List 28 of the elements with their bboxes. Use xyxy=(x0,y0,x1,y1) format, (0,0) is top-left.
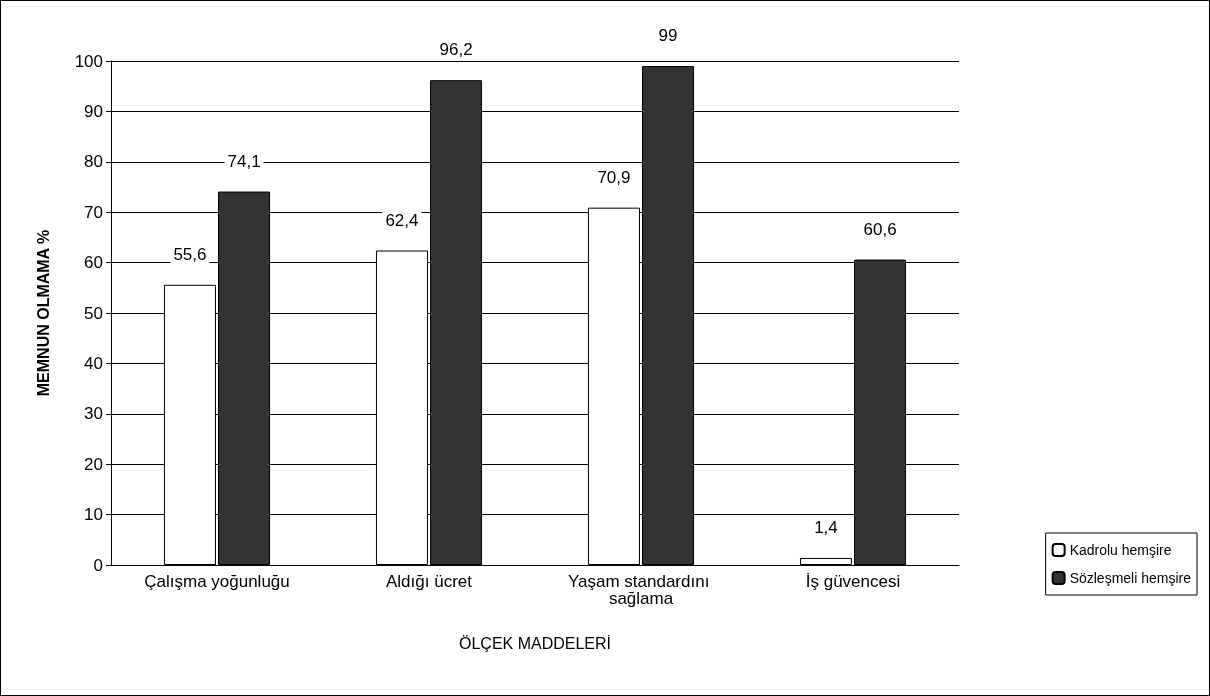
y-tick-label: 80 xyxy=(84,152,103,172)
y-tick-label: 10 xyxy=(84,505,103,525)
x-tick-label: Aldığı ücret xyxy=(386,572,473,591)
x-axis-title: ÖLÇEK MADDELERİ xyxy=(458,633,612,652)
legend-label: Sözleşmeli hemşire xyxy=(1069,570,1192,586)
x-tick-label: Çalışma yoğunluğu xyxy=(144,572,290,591)
y-tick-label: 100 xyxy=(74,51,103,71)
y-tick-label: 20 xyxy=(84,454,103,474)
legend-label: Kadrolu hemşire xyxy=(1069,542,1172,558)
x-tick-label: İş güvencesi xyxy=(805,572,901,591)
y-tick-label: 0 xyxy=(93,555,103,575)
data-label: 70,9 xyxy=(597,167,631,187)
y-tick-label: 90 xyxy=(84,101,103,121)
data-label: 99 xyxy=(658,26,678,46)
y-tick-label: 60 xyxy=(84,253,103,273)
y-tick-label: 70 xyxy=(84,202,103,222)
y-tick-label: 50 xyxy=(84,303,103,323)
y-tick-label: 30 xyxy=(84,404,103,424)
y-axis-title: MEMNUN OLMAMA % xyxy=(34,229,52,397)
data-label: 74,1 xyxy=(227,151,261,171)
y-tick-label: 40 xyxy=(84,353,103,373)
data-label: 1,4 xyxy=(814,517,838,537)
bar xyxy=(799,557,852,565)
x-tick-label: Yaşam standardını sağlama xyxy=(567,572,715,608)
data-label: 60,6 xyxy=(863,219,897,239)
data-label: 62,4 xyxy=(385,210,419,230)
data-label: 96,2 xyxy=(439,40,473,60)
data-label: 55,6 xyxy=(173,244,207,264)
